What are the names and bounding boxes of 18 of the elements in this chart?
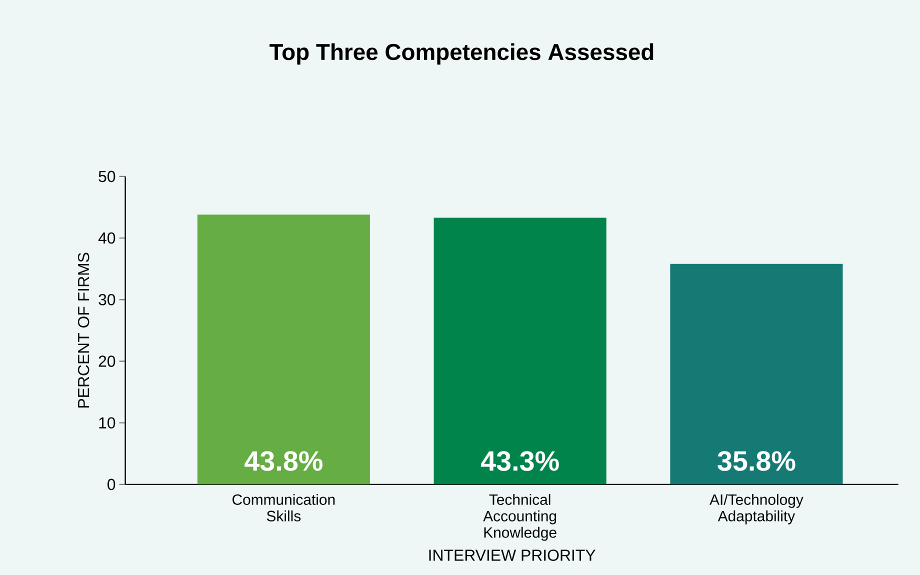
x-axis-title: INTERVIEW PRIORITY — [429, 550, 596, 561]
y-tick-label: 0 — [108, 478, 116, 490]
y-tick-label: 30 — [98, 294, 116, 306]
x-tick-label: AI/Technology Adaptability — [710, 494, 804, 524]
bar — [670, 264, 843, 484]
data-label: 43.8% — [244, 451, 322, 471]
y-tick-label: 20 — [98, 356, 116, 367]
y-axis-title: PERCENT OF FIRMS — [78, 252, 90, 408]
y-tick-label: 10 — [99, 417, 116, 428]
bar — [434, 218, 606, 484]
x-tick-label: Technical Accounting Knowledge — [483, 494, 556, 541]
data-label: 43.3% — [480, 451, 559, 471]
bar — [197, 214, 370, 484]
chart-title: Top Three Competencies Assessed — [270, 43, 654, 65]
y-tick-label: 40 — [98, 232, 116, 244]
y-tick-label: 50 — [98, 170, 116, 182]
data-label: 35.8% — [718, 451, 796, 471]
x-tick-label: Communication Skills — [232, 494, 335, 522]
